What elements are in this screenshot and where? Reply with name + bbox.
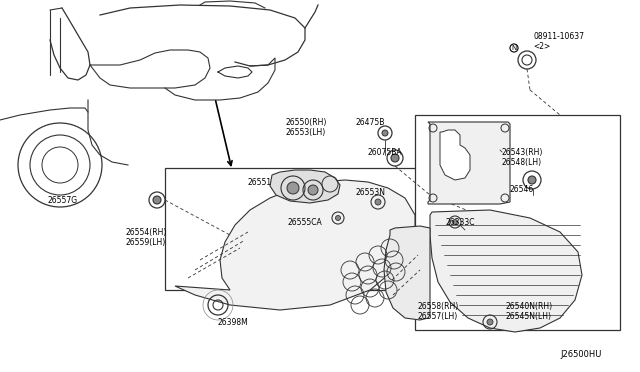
Polygon shape [384, 226, 430, 320]
Text: 26550(RH)
26553(LH): 26550(RH) 26553(LH) [285, 118, 326, 137]
FancyBboxPatch shape [165, 168, 430, 290]
Text: 26546: 26546 [510, 185, 534, 194]
Circle shape [375, 199, 381, 205]
Text: 26075BA: 26075BA [368, 148, 403, 157]
Text: 26543(RH)
26548(LH): 26543(RH) 26548(LH) [502, 148, 543, 167]
Circle shape [487, 319, 493, 325]
Circle shape [382, 130, 388, 136]
Circle shape [308, 185, 318, 195]
Circle shape [287, 182, 299, 194]
Text: 26553N: 26553N [356, 188, 386, 197]
FancyBboxPatch shape [415, 115, 620, 330]
Text: 26551: 26551 [248, 178, 272, 187]
Polygon shape [270, 170, 340, 203]
Text: 26333C: 26333C [445, 218, 474, 227]
Polygon shape [430, 210, 582, 332]
Circle shape [153, 196, 161, 204]
Polygon shape [428, 122, 510, 204]
Text: 26398M: 26398M [218, 318, 249, 327]
Circle shape [452, 219, 458, 224]
Text: 26558(RH)
26557(LH): 26558(RH) 26557(LH) [418, 302, 460, 321]
Text: 26540N(RH)
26545N(LH): 26540N(RH) 26545N(LH) [505, 302, 552, 321]
Text: 26555CA: 26555CA [288, 218, 323, 227]
Circle shape [335, 215, 340, 221]
Polygon shape [440, 130, 470, 180]
Text: 08911-10637
<2>: 08911-10637 <2> [533, 32, 584, 51]
Text: 26475B: 26475B [356, 118, 385, 127]
Text: N: N [511, 45, 516, 51]
Circle shape [391, 154, 399, 162]
Text: J26500HU: J26500HU [560, 350, 602, 359]
Text: 26554(RH)
26559(LH): 26554(RH) 26559(LH) [125, 228, 166, 247]
Text: 26557G: 26557G [48, 196, 78, 205]
Circle shape [528, 176, 536, 184]
Polygon shape [175, 180, 415, 310]
